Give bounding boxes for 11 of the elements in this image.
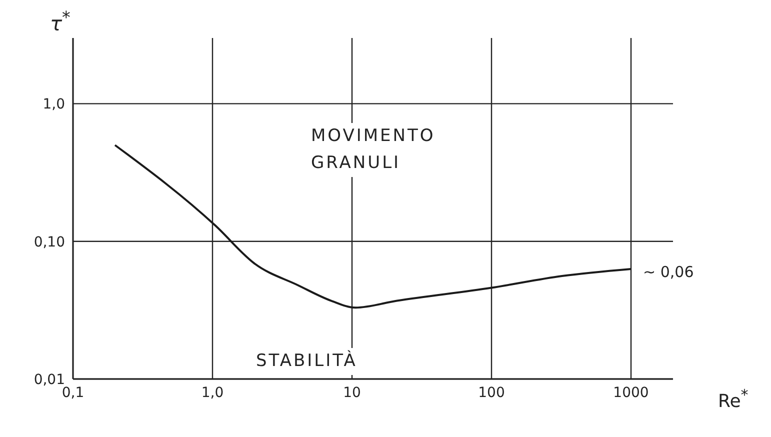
y-tick-label: 1,0 — [42, 96, 65, 113]
annotation: STABILITÀ — [253, 348, 399, 376]
x-tick-label: 1000 — [613, 384, 649, 401]
x-tick-label: 10 — [343, 384, 361, 401]
x-tick-label: 1,0 — [201, 384, 224, 401]
annotation: MOVIMENTO GRANULI — [308, 123, 474, 178]
annotation: ∼ 0,06 — [643, 263, 694, 282]
x-tick-label: 100 — [478, 384, 505, 401]
y-axis-title: τ$^{*}$ — [50, 8, 70, 36]
y-tick-label: 0,10 — [34, 234, 65, 250]
x-axis-title: Re$^{*}$ — [718, 386, 748, 412]
